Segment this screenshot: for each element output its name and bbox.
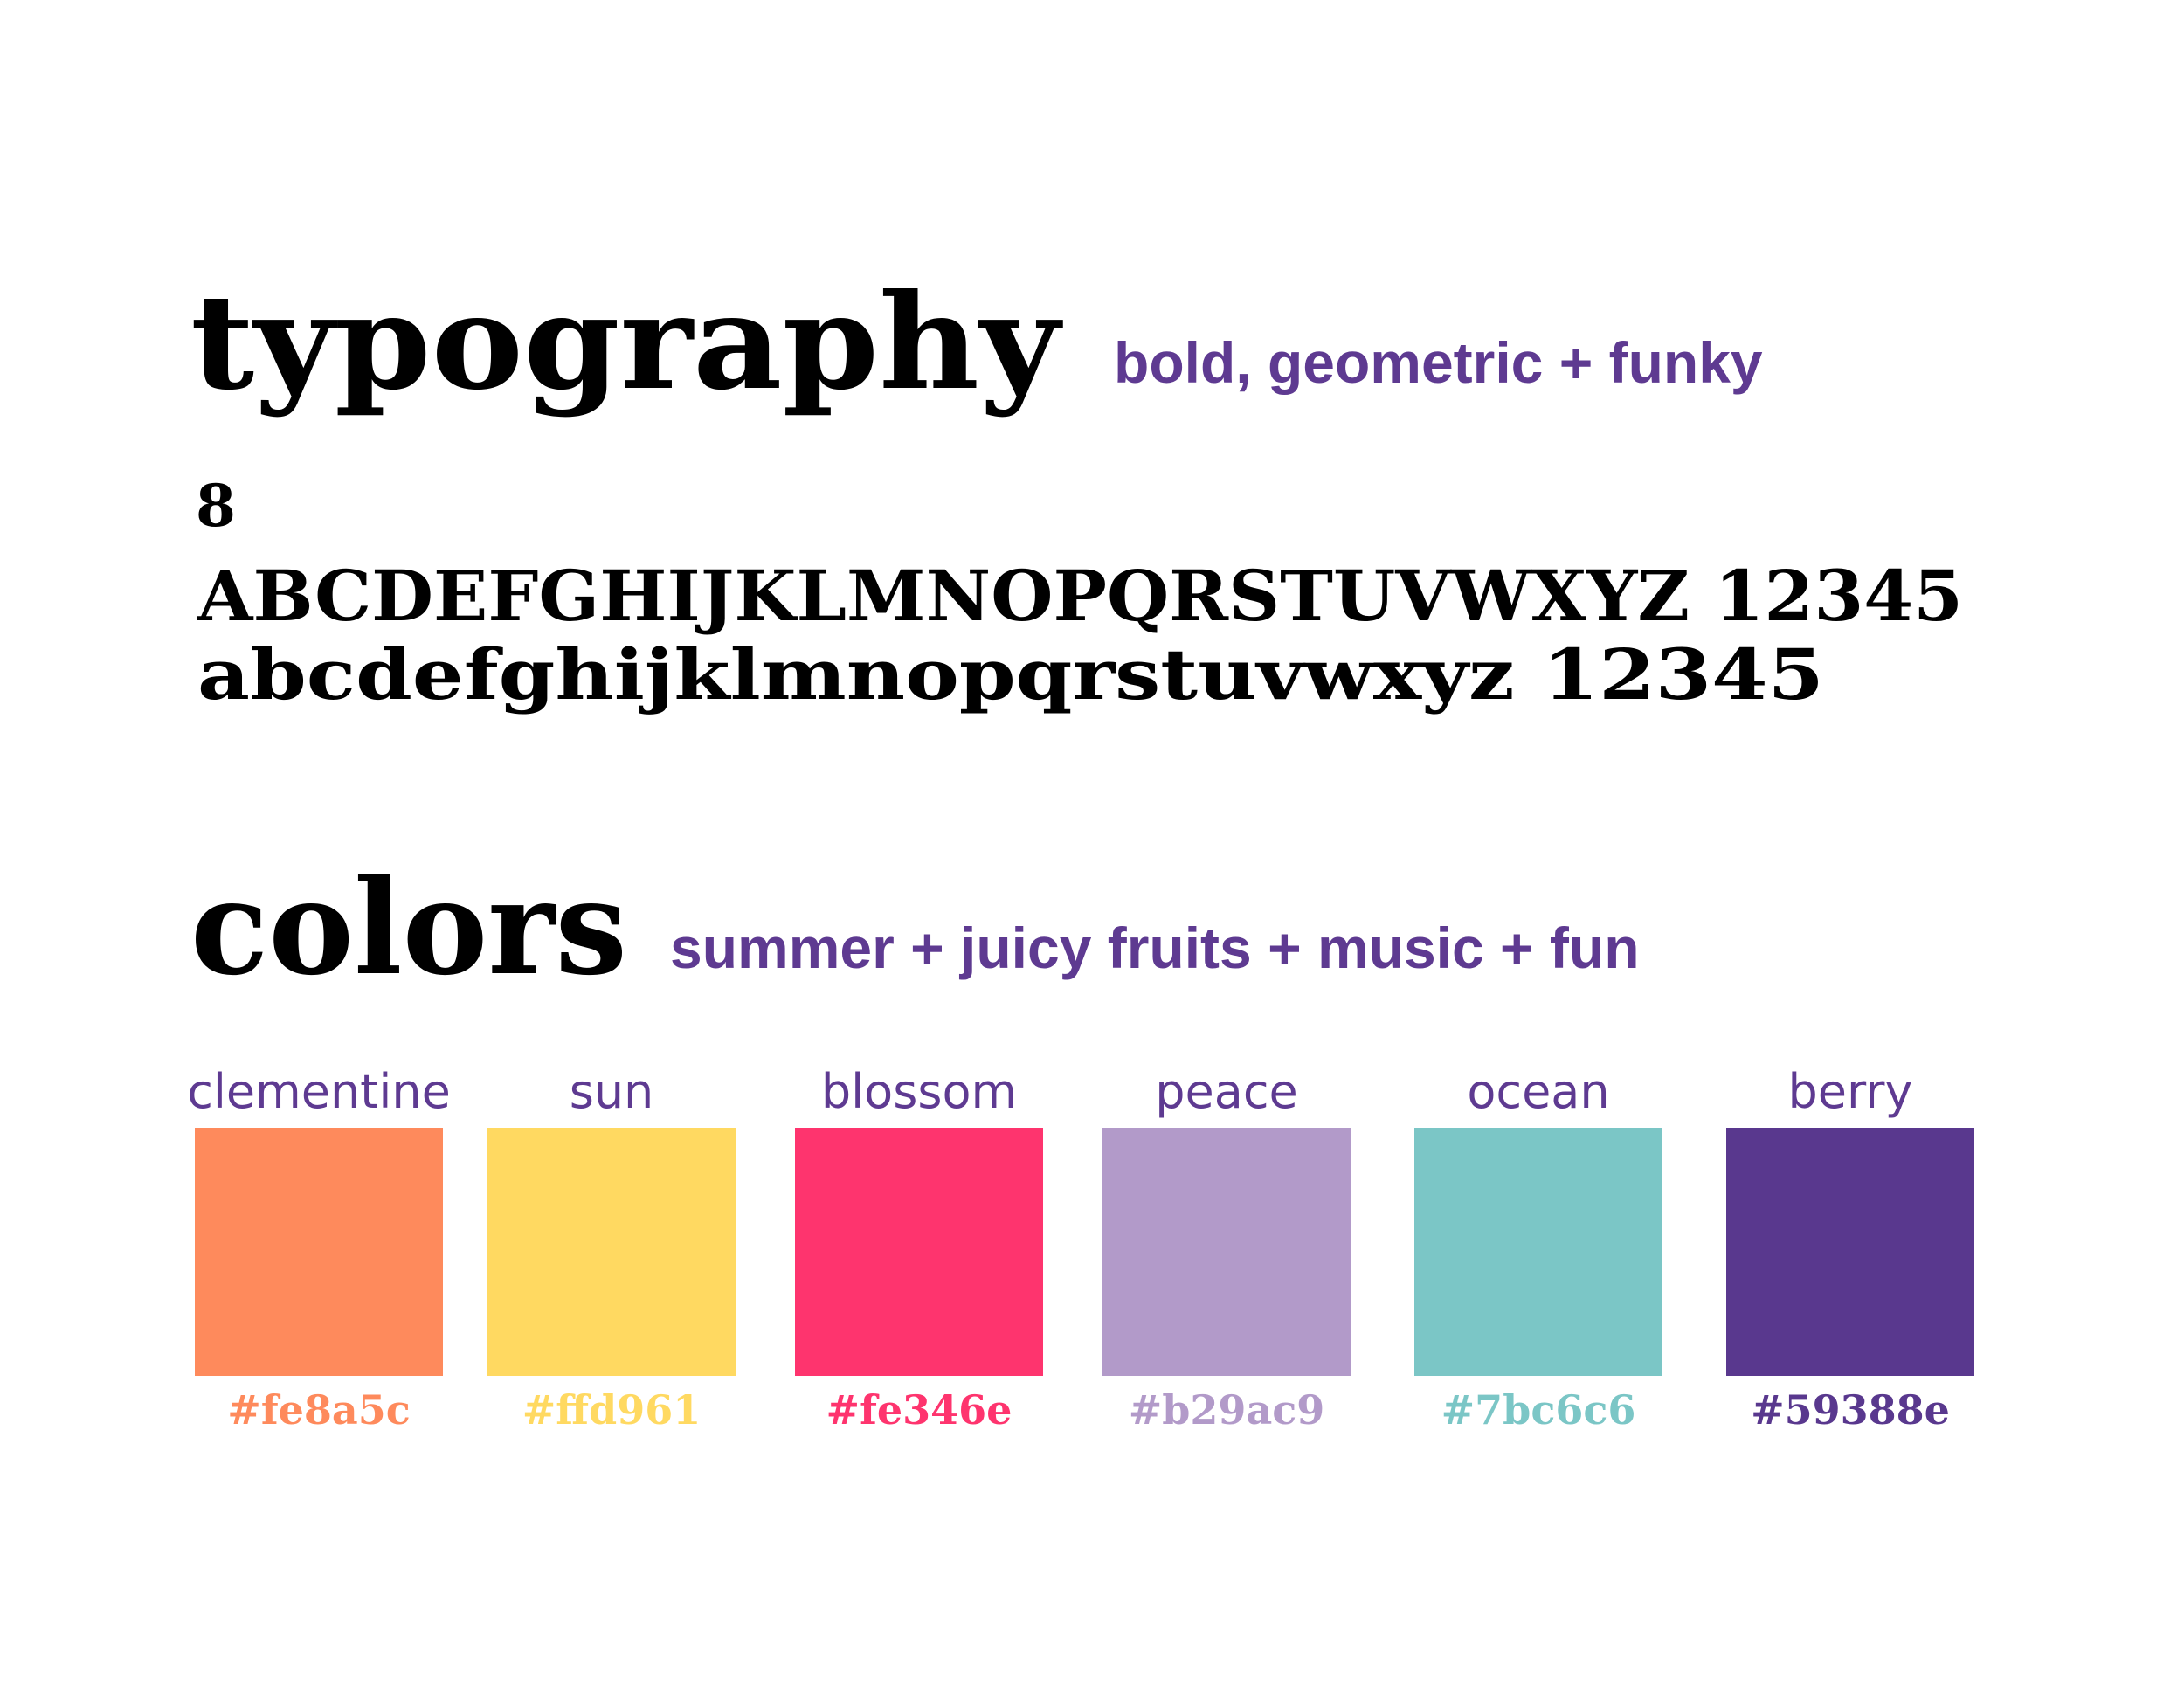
swatch-hex: #59388e <box>1751 1386 1950 1434</box>
swatch-hex: #b29ac9 <box>1129 1386 1325 1434</box>
swatch-name: peace <box>1155 1064 1298 1119</box>
sample-size: 8 <box>196 472 236 540</box>
swatch-row: clementine #fe8a5c sun #ffd961 blossom #fe346… <box>187 1064 1974 1434</box>
swatch <box>1102 1128 1351 1376</box>
colors-subtitle: summer + juicy fruits + music + fun <box>670 916 1640 980</box>
typography-subtitle: bold, geometric + funky <box>1114 330 1763 395</box>
swatch-hex: #fe8a5c <box>227 1386 410 1434</box>
swatch <box>1414 1128 1662 1376</box>
swatch <box>487 1128 736 1376</box>
swatch-name: ocean <box>1467 1064 1609 1119</box>
swatch <box>1726 1128 1974 1376</box>
colors-title: colors <box>190 851 627 1005</box>
swatch <box>795 1128 1043 1376</box>
swatch-name: berry <box>1788 1064 1913 1119</box>
uppercase-sample: ABCDEFGHIJKLMNOPQRSTUVWXYZ 12345 <box>197 555 1963 637</box>
swatch-hex: #ffd961 <box>522 1386 701 1434</box>
swatch <box>195 1128 443 1376</box>
swatch-hex: #7bc6c6 <box>1441 1386 1636 1434</box>
swatch-name: sun <box>570 1064 654 1119</box>
lowercase-sample: abcdefghijklmnopqrstuvwxyz 12345 <box>197 633 1824 715</box>
typography-title: typography <box>190 266 1063 419</box>
swatch-name: clementine <box>187 1064 451 1119</box>
swatch-hex: #fe346e <box>826 1386 1013 1434</box>
swatch-name: blossom <box>821 1064 1017 1119</box>
